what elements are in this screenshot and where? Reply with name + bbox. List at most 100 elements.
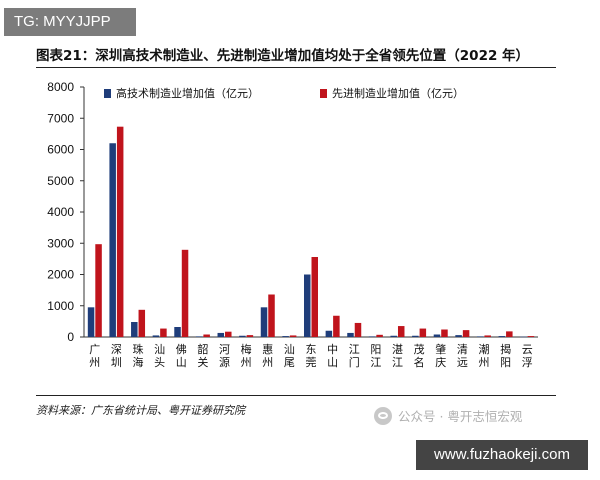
bar-high-tech	[520, 336, 527, 338]
x-tick-label-char: 梅	[241, 342, 252, 356]
x-tick-label-char: 中	[327, 343, 338, 356]
bar-advanced	[246, 335, 254, 337]
bar-high-tech	[260, 307, 268, 337]
title-rule	[36, 67, 556, 68]
bar-advanced	[289, 335, 297, 337]
url-watermark: www.fuzhaokeji.com	[416, 440, 588, 470]
bar-high-tech	[390, 335, 397, 337]
bar-advanced	[181, 249, 189, 337]
y-tick-label: 0	[67, 330, 74, 344]
wechat-watermark-text: 公众号 · 粤开志恒宏观	[398, 409, 523, 424]
bar-high-tech	[347, 332, 354, 337]
bar-high-tech	[304, 274, 311, 337]
x-tick-label-char: 惠	[262, 342, 273, 356]
bar-advanced	[311, 257, 318, 337]
x-tick-label-char: 州	[478, 356, 489, 369]
x-tick-label-char: 圳	[111, 356, 122, 369]
x-tick-label-char: 州	[262, 356, 273, 369]
x-tick-label-char: 韶	[197, 342, 208, 356]
x-tick-label-char: 汕	[284, 343, 295, 356]
wechat-watermark: 公众号 · 粤开志恒宏观	[374, 406, 522, 425]
bar-advanced	[203, 334, 210, 337]
x-tick-label-char: 汕	[154, 343, 165, 356]
bar-advanced	[376, 334, 383, 337]
bar-high-tech	[217, 332, 225, 337]
x-tick-label-char: 茂	[414, 342, 425, 356]
bar-high-tech	[174, 327, 181, 337]
bar-high-tech	[87, 307, 95, 337]
bar-high-tech	[412, 335, 419, 337]
y-tick-label: 1000	[47, 299, 74, 313]
y-tick-label: 2000	[47, 268, 74, 282]
bar-advanced	[419, 328, 427, 337]
x-tick-label-char: 远	[457, 356, 468, 369]
bar-advanced	[527, 336, 535, 337]
x-tick-label-char: 东	[306, 343, 317, 356]
x-tick-label-char: 清	[457, 343, 468, 356]
bar-high-tech	[498, 336, 506, 337]
bar-advanced	[354, 322, 362, 337]
bar-high-tech	[368, 336, 376, 337]
bar-high-tech	[239, 335, 246, 337]
y-tick-label: 5000	[47, 174, 74, 188]
x-tick-label-char: 山	[176, 356, 187, 369]
x-tick-label-char: 江	[349, 343, 360, 356]
x-tick-label-char: 浮	[522, 356, 533, 369]
x-tick-label-char: 庆	[435, 355, 446, 369]
bar-advanced	[441, 329, 448, 337]
x-tick-label-char: 门	[349, 355, 360, 369]
bar-advanced	[95, 244, 102, 337]
source-note: 资料来源：广东省统计局、粤开证券研究院	[36, 404, 245, 417]
y-tick-label: 3000	[47, 236, 74, 250]
bar-advanced	[333, 315, 340, 337]
x-tick-label-char: 头	[154, 356, 165, 369]
x-tick-label-char: 珠	[133, 342, 144, 356]
bar-advanced	[116, 126, 124, 337]
bar-advanced	[506, 331, 513, 337]
x-tick-label-char: 关	[197, 355, 208, 369]
x-tick-label-char: 阳	[500, 356, 511, 369]
bar-advanced	[138, 309, 146, 337]
bar-high-tech	[325, 330, 333, 337]
bar-high-tech	[433, 334, 441, 337]
bar-high-tech	[131, 322, 138, 337]
x-tick-label-char: 肇	[435, 342, 446, 356]
x-tick-label-char: 尾	[284, 356, 295, 369]
legend-label: 高技术制造业增加值（亿元）	[116, 86, 259, 100]
legend-label: 先进制造业增加值（亿元）	[332, 86, 464, 100]
y-tick-label: 4000	[47, 205, 74, 219]
x-tick-label-char: 莞	[306, 356, 317, 369]
y-tick-label: 7000	[47, 111, 74, 125]
x-tick-label-char: 州	[241, 356, 252, 369]
bar-advanced	[484, 335, 491, 337]
bar-high-tech	[152, 335, 160, 337]
watermark-tag: TG: MYYJJPP	[4, 8, 136, 36]
x-tick-label-char: 源	[219, 355, 230, 369]
x-tick-label-char: 州	[89, 356, 100, 369]
x-tick-label-char: 潮	[478, 342, 489, 356]
bar-advanced	[462, 330, 470, 337]
x-tick-label-char: 广	[89, 343, 100, 356]
x-tick-label-char: 阳	[370, 343, 381, 356]
x-tick-label-char: 佛	[176, 343, 187, 356]
y-tick-label: 6000	[47, 143, 74, 157]
x-tick-label-char: 江	[392, 356, 403, 369]
x-tick-label-char: 名	[414, 355, 425, 369]
bar-advanced	[268, 294, 275, 337]
bar-advanced	[160, 328, 167, 337]
bar-high-tech	[455, 335, 462, 337]
bar-high-tech	[109, 143, 116, 337]
bar-advanced	[225, 331, 232, 337]
bar-high-tech	[282, 336, 289, 337]
figure-title: 图表21：深圳高技术制造业、先进制造业增加值均处于全省领先位置（2022 年）	[36, 48, 530, 64]
x-tick-label-char: 江	[370, 356, 381, 369]
bar-high-tech	[476, 336, 484, 337]
bar-advanced	[397, 326, 405, 337]
x-tick-label-char: 山	[327, 356, 338, 369]
x-tick-label-char: 云	[522, 343, 533, 356]
bar-high-tech	[195, 336, 203, 337]
bar-chart: 010002000300040005000600070008000广州深圳珠海汕…	[47, 80, 538, 369]
x-tick-label-char: 湛	[392, 343, 403, 356]
x-tick-label-char: 深	[111, 343, 122, 356]
x-tick-label-char: 海	[133, 355, 144, 369]
